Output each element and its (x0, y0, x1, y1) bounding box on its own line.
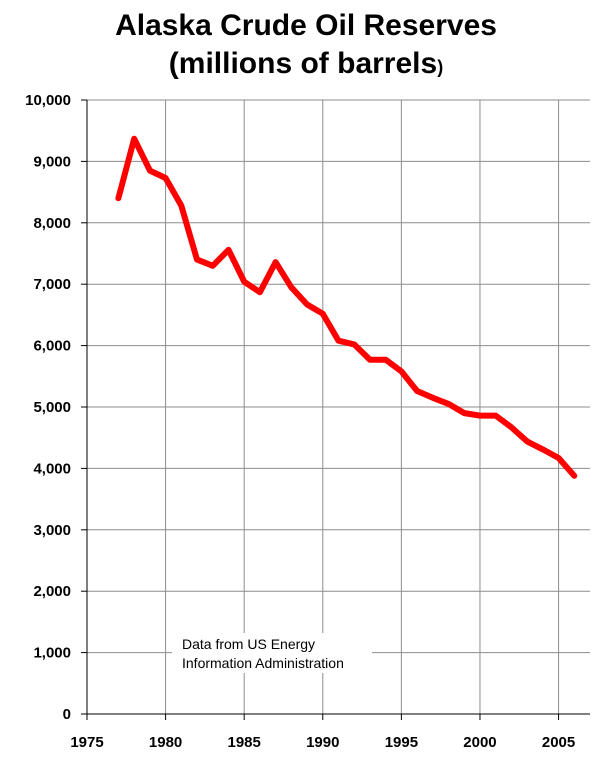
x-tick-label: 1975 (70, 734, 103, 751)
y-tick-label: 3,000 (33, 522, 71, 539)
x-tick-label: 2005 (542, 734, 575, 751)
y-tick-label: 2,000 (33, 583, 71, 600)
x-tick-labels: 1975 1980 1985 1990 1995 2000 2005 (70, 734, 575, 751)
axis-lines (81, 99, 590, 720)
y-tick-label: 4,000 (33, 460, 71, 477)
x-tick-label: 1985 (228, 734, 261, 751)
y-tick-label: 10,000 (25, 92, 71, 109)
y-tick-label: 7,000 (33, 276, 71, 293)
x-tick-label: 1990 (306, 734, 339, 751)
y-tick-label: 5,000 (33, 399, 71, 416)
y-tick-labels: 0 1,000 2,000 3,000 4,000 5,000 6,000 7,000 8,00… (25, 92, 71, 723)
annotation-line2: Information Administration (182, 655, 344, 671)
chart-title-line2-close: ) (437, 57, 444, 77)
chart-title-line2: (millions of barrels (168, 47, 438, 80)
y-tick-label: 6,000 (33, 338, 71, 355)
x-tick-label: 1995 (385, 734, 418, 751)
chart-title-line1: Alaska Crude Oil Reserves (115, 9, 497, 42)
y-tick-label: 9,000 (33, 153, 71, 170)
chart-title: Alaska Crude Oil Reserves (0, 8, 612, 44)
y-tick-label: 8,000 (33, 215, 71, 232)
grid-lines (87, 99, 590, 714)
y-tick-label: 1,000 (33, 645, 71, 662)
x-tick-label: 1980 (149, 734, 182, 751)
annotation-line1: Data from US Energy (182, 636, 315, 652)
y-tick-label: 0 (63, 706, 71, 723)
annotation: Data from US Energy Information Administ… (172, 633, 372, 673)
annotation-background (172, 633, 372, 673)
chart-subtitle: (millions of barrels) (0, 46, 612, 85)
series-line (115, 135, 578, 479)
x-tick-label: 2000 (463, 734, 496, 751)
series-layer (115, 135, 578, 479)
